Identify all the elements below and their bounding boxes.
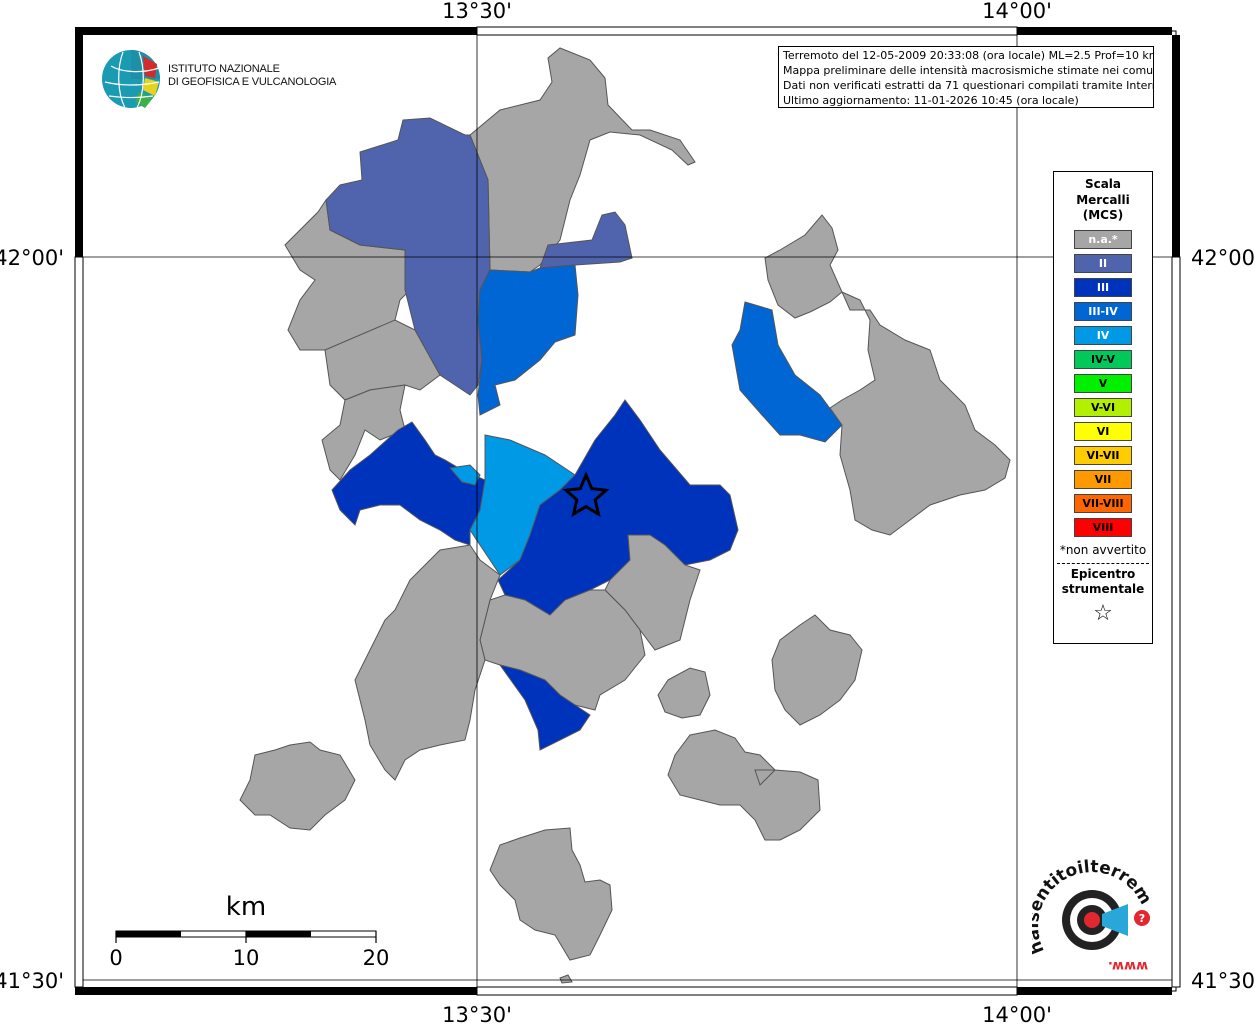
event-info-box: Terremoto del 12-05-2009 20:33:08 (ora l… (778, 46, 1154, 108)
municipality-na (829, 291, 1011, 536)
legend-item: VI (1074, 421, 1132, 441)
municipality-na (239, 741, 356, 831)
event-info-line: Mappa preliminare delle intensità macros… (783, 64, 1154, 77)
legend-item: III (1074, 277, 1132, 297)
legend-item: IV-V (1074, 349, 1132, 369)
scale-tick-label: 20 (363, 946, 390, 970)
municipality-na (559, 974, 573, 984)
legend-title: Scala Mercalli (MCS) (1054, 177, 1152, 224)
municipality-na (324, 319, 441, 401)
municipality-iii (498, 664, 591, 751)
hsit-www: www. (1108, 958, 1148, 973)
legend-item: V (1074, 373, 1132, 393)
municipality-na (321, 384, 406, 481)
municipality-na (754, 769, 777, 786)
legend-item: VIII (1074, 517, 1132, 537)
graticule (83, 35, 1172, 987)
intensity-legend: Scala Mercalli (MCS) n.a.* II III III-IV IV I… (1053, 171, 1153, 644)
ingv-logo (102, 50, 160, 109)
municipality-na (479, 589, 646, 711)
scale-tick-label: 0 (109, 946, 122, 970)
municipality-iii-iv (731, 301, 843, 443)
scale-bar: km 0 10 20 (109, 892, 389, 970)
event-info-line: Terremoto del 12-05-2009 20:33:08 (ora l… (783, 49, 1154, 62)
municipality-na (667, 729, 821, 841)
event-info-line: Ultimo aggiornamento: 11-01-2026 10:45 (… (783, 94, 1079, 107)
epicenter-star (562, 471, 610, 518)
legend-epicenter-line: strumentale (1061, 582, 1145, 596)
municipality-na (489, 827, 613, 961)
lon-label-top-left: 13°30' (442, 0, 512, 23)
lat-label-right-top: 42°00' (1191, 246, 1255, 270)
legend-item: V-VI (1074, 397, 1132, 417)
lon-label-top-right: 14°00' (982, 0, 1052, 23)
legend-title-line: (MCS) (1082, 208, 1124, 222)
legend-item: II (1074, 253, 1132, 273)
lat-label-right-bottom: 41°30' (1191, 969, 1255, 993)
legend-title-line: Scala (1084, 177, 1122, 191)
municipality-na (764, 214, 843, 319)
municipality-ii (325, 117, 491, 396)
hsit-logo: haisentitoilterremoto.it ? www. (1032, 858, 1155, 973)
svg-text:?: ? (1139, 912, 1145, 925)
legend-items: n.a.* II III III-IV IV IV-V V V-VI VI VI-VII VII VI… (1054, 229, 1152, 537)
municipality-polygons (239, 47, 1011, 984)
municipality-na (354, 544, 501, 781)
municipality-iv (449, 464, 481, 486)
lat-label-left-top: 42°00' (0, 246, 64, 270)
institute-line: DI GEOFISICA E VULCANOLOGIA (168, 76, 337, 88)
legend-item: III-IV (1074, 301, 1132, 321)
legend-note: *non avvertito (1059, 542, 1147, 557)
event-info-line: Dati non verificati estratti da 71 quest… (783, 79, 1154, 92)
institute-line: ISTITUTO NAZIONALE (168, 63, 280, 75)
lon-label-bottom-right: 14°00' (982, 1003, 1052, 1024)
legend-epicenter-line: Epicentro (1070, 566, 1136, 581)
legend-title-line: Mercalli (1076, 192, 1130, 207)
legend-star-icon: ☆ (1093, 600, 1113, 626)
legend-item: VII (1074, 469, 1132, 489)
map-border (74, 26, 1181, 996)
municipality-na (771, 614, 863, 726)
legend-epicenter-label: Epicentro strumentale (1054, 567, 1152, 598)
municipality-iii (331, 421, 486, 546)
legend-item: VI-VII (1074, 445, 1132, 465)
municipality-na (657, 667, 711, 719)
legend-item: n.a.* (1074, 229, 1132, 249)
legend-item: VII-VIII (1074, 493, 1132, 513)
municipality-na (604, 534, 701, 651)
municipality-iii-iv (477, 264, 579, 416)
legend-separator (1057, 562, 1149, 564)
scale-unit: km (226, 892, 266, 922)
lon-label-bottom-left: 13°30' (442, 1003, 512, 1024)
scale-tick-label: 10 (233, 946, 260, 970)
institute-name: ISTITUTO NAZIONALE DI GEOFISICA E VULCAN… (168, 63, 336, 89)
lat-label-left-bottom: 41°30' (0, 969, 64, 993)
legend-item: IV (1074, 325, 1132, 345)
